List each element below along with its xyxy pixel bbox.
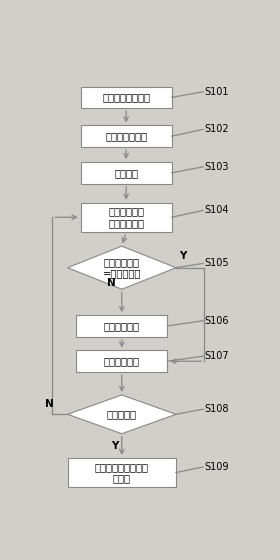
- Text: 遍历结束？: 遍历结束？: [107, 409, 137, 419]
- Text: Y: Y: [112, 441, 119, 451]
- FancyBboxPatch shape: [81, 87, 172, 108]
- Text: S104: S104: [204, 206, 229, 216]
- Text: 后序遍历二叉
树，数据比较: 后序遍历二叉 树，数据比较: [108, 207, 144, 228]
- FancyBboxPatch shape: [76, 315, 167, 337]
- Text: S107: S107: [204, 351, 229, 361]
- FancyBboxPatch shape: [81, 203, 172, 232]
- Text: 灯具模型结构分解: 灯具模型结构分解: [102, 92, 150, 102]
- Text: S109: S109: [204, 462, 229, 472]
- Text: S103: S103: [204, 162, 229, 172]
- Text: S108: S108: [204, 404, 229, 414]
- FancyBboxPatch shape: [81, 162, 172, 184]
- Text: 构建二叉树结构: 构建二叉树结构: [105, 131, 147, 141]
- Text: S102: S102: [204, 124, 229, 134]
- FancyBboxPatch shape: [76, 351, 167, 372]
- Text: 数据存储: 数据存储: [114, 168, 138, 178]
- Text: S106: S106: [204, 316, 229, 326]
- Polygon shape: [67, 395, 176, 433]
- Text: 回溯当前节点: 回溯当前节点: [104, 356, 140, 366]
- FancyBboxPatch shape: [67, 458, 176, 487]
- Text: 完成失效定位，输出
失效点: 完成失效定位，输出 失效点: [95, 462, 149, 483]
- Text: S105: S105: [204, 258, 229, 268]
- Text: S101: S101: [204, 87, 229, 97]
- Text: N: N: [107, 278, 115, 288]
- Text: 当前节点数据
=初始数据？: 当前节点数据 =初始数据？: [102, 257, 141, 278]
- Text: Y: Y: [179, 251, 186, 261]
- FancyBboxPatch shape: [81, 125, 172, 147]
- Polygon shape: [67, 246, 176, 290]
- Text: N: N: [45, 399, 53, 409]
- Text: 判断失效类型: 判断失效类型: [104, 321, 140, 331]
